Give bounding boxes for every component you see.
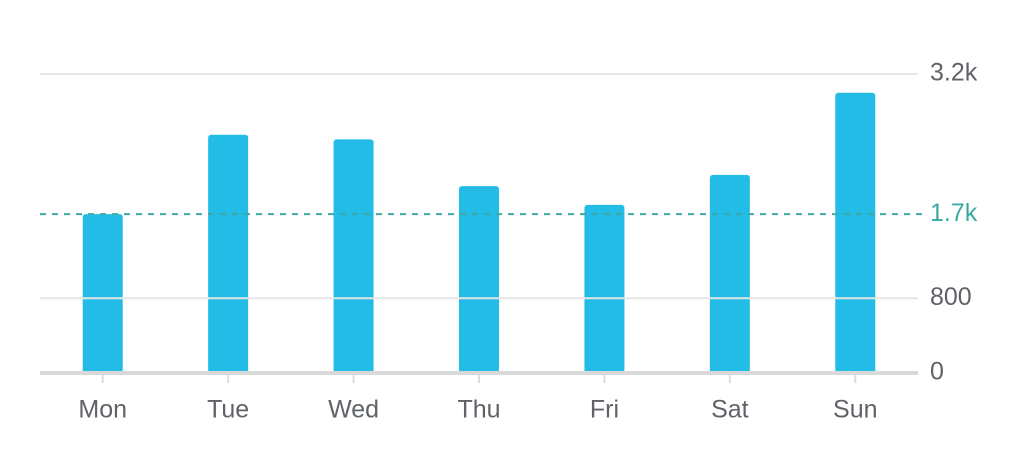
bar [709, 174, 750, 373]
x-tick-label: Mon [78, 396, 127, 424]
bar [208, 134, 249, 373]
bar [584, 204, 625, 373]
bar [459, 186, 499, 373]
x-tick-label: Sat [711, 396, 749, 424]
y-tick-label: 0 [930, 358, 944, 386]
reference-label: 1.7k [930, 199, 978, 227]
y-tick-label: 3.2k [930, 59, 978, 87]
x-tick-label: Fri [590, 396, 619, 424]
x-tick-label: Thu [457, 396, 500, 424]
x-tick-label: Sun [833, 396, 877, 424]
bar [82, 214, 123, 373]
x-tick-label: Wed [328, 396, 379, 424]
x-tick-label: Tue [207, 396, 249, 424]
bar [333, 139, 374, 373]
y-tick-label: 800 [930, 283, 972, 311]
bar [835, 92, 876, 373]
